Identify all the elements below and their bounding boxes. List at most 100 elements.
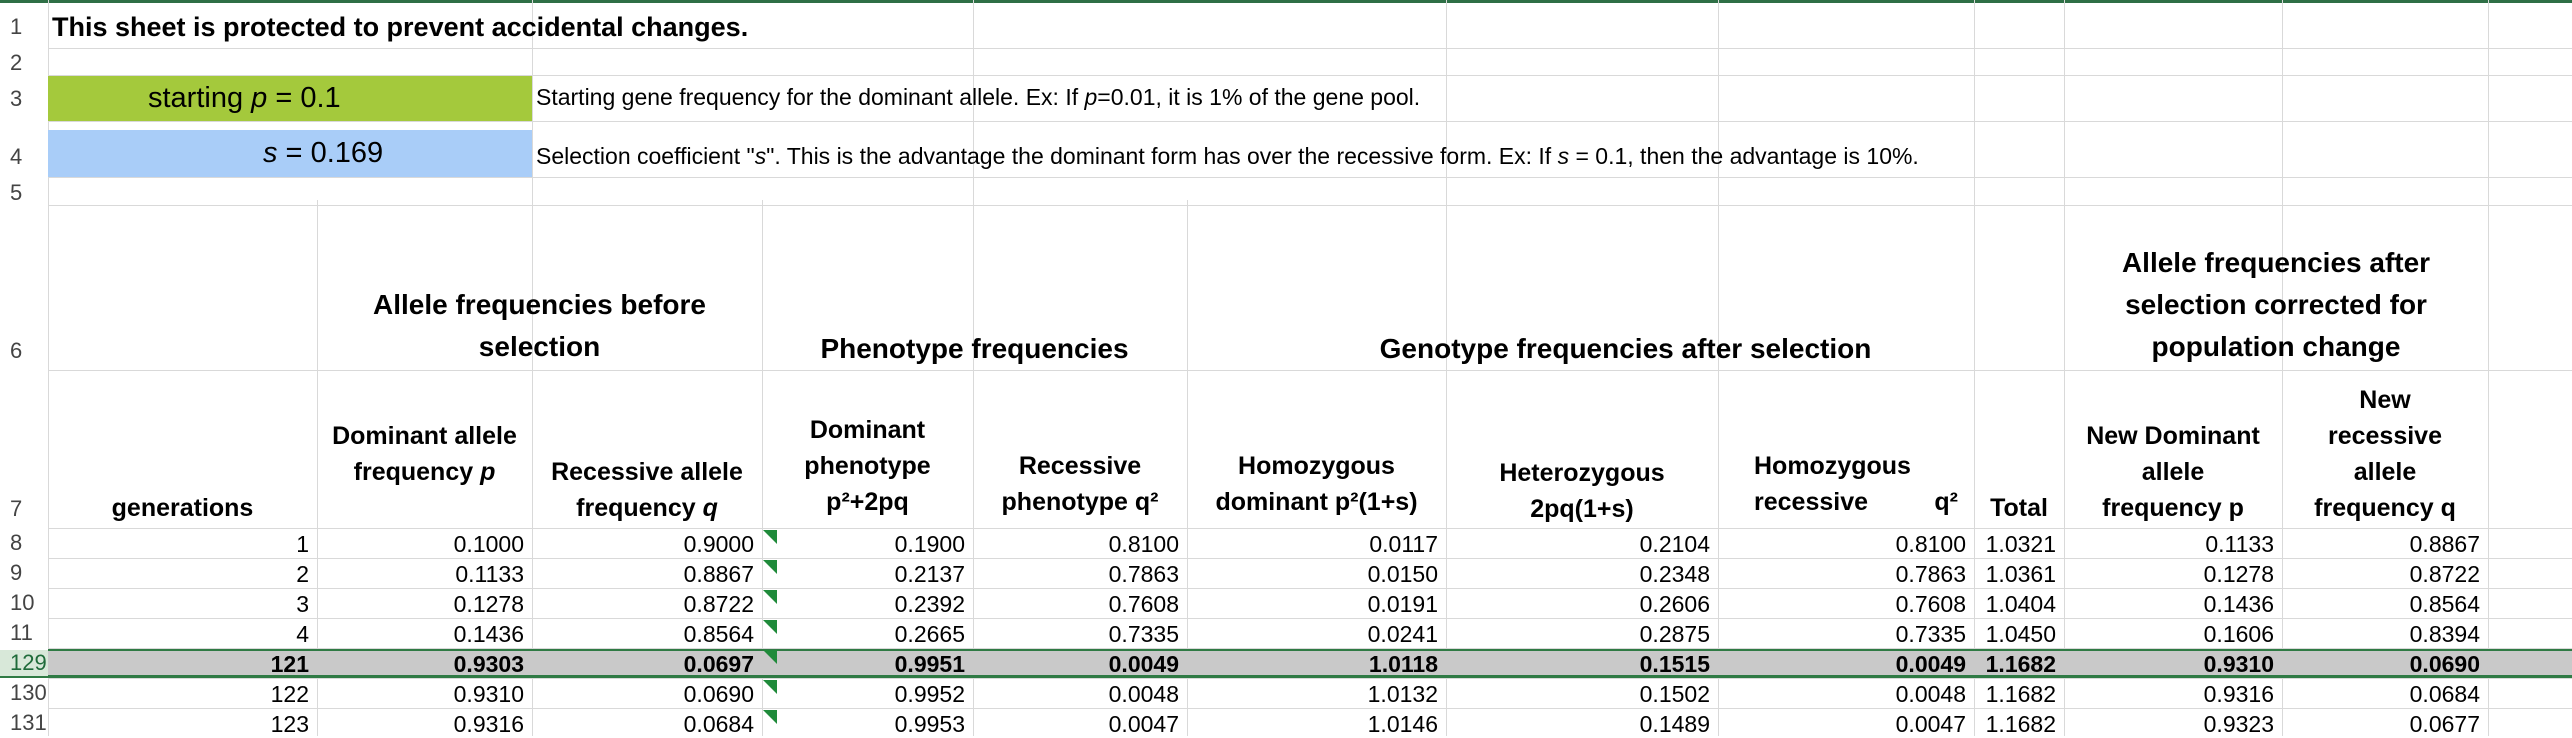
generation-cell[interactable]: 3 [296,591,309,617]
starting-p-cell[interactable]: starting p = 0.1 [48,76,532,121]
row-header[interactable]: 9 [10,560,23,585]
generation-cell[interactable]: 121 [270,651,309,677]
value-cell[interactable]: 0.2665 [894,621,965,647]
value-cell[interactable]: 1.0361 [1985,561,2056,587]
value-cell[interactable]: 1.0404 [1985,591,2056,617]
col-header-heterozygous[interactable]: Heterozygous 2pq(1+s) [1446,455,1718,527]
col-header-new-recessive[interactable]: New recessive allele frequency q [2282,382,2488,526]
row-header[interactable]: 130 [10,680,47,705]
s-description[interactable]: Selection coefficient "s". This is the a… [536,143,1919,170]
value-cell[interactable]: 0.9316 [2203,681,2274,707]
value-cell[interactable]: 1.0450 [1985,621,2056,647]
row-header[interactable]: 131 [10,710,47,735]
value-cell[interactable]: 0.1900 [894,531,965,557]
value-cell[interactable]: 0.8564 [2409,591,2480,617]
col-header-dominant-freq[interactable]: Dominant allele frequency p [317,418,532,490]
value-cell[interactable]: 0.8722 [683,591,754,617]
row-header[interactable]: 5 [10,180,23,205]
row-header[interactable]: 7 [10,496,23,521]
value-cell[interactable]: 0.1515 [1639,651,1710,677]
generation-cell[interactable]: 122 [270,681,309,707]
value-cell[interactable]: 0.9310 [453,681,524,707]
value-cell[interactable]: 0.1278 [2203,561,2274,587]
value-cell[interactable]: 0.9000 [683,531,754,557]
col-header-homozygous-dominant[interactable]: Homozygous dominant p²(1+s) [1187,448,1446,520]
cell-warning-indicator[interactable] [763,590,777,604]
value-cell[interactable]: 0.0684 [2409,681,2480,707]
value-cell[interactable]: 0.2875 [1639,621,1710,647]
value-cell[interactable]: 0.0048 [1895,681,1966,707]
value-cell[interactable]: 0.9951 [894,651,965,677]
value-cell[interactable]: 0.1489 [1639,711,1710,737]
row-header[interactable]: 3 [10,86,23,111]
value-cell[interactable]: 0.0684 [683,711,754,737]
generation-cell[interactable]: 2 [296,561,309,587]
value-cell[interactable]: 0.0048 [1108,681,1179,707]
col-header-homozygous-recessive[interactable]: Homozygous recessive q² [1718,448,1974,520]
value-cell[interactable]: 0.8867 [2409,531,2480,557]
value-cell[interactable]: 0.2348 [1639,561,1710,587]
sheet-title[interactable]: This sheet is protected to prevent accid… [52,12,749,42]
value-cell[interactable]: 0.2606 [1639,591,1710,617]
value-cell[interactable]: 0.8394 [2409,621,2480,647]
section-header-genotype[interactable]: Genotype frequencies after selection [1379,333,1872,364]
value-cell[interactable]: 0.2137 [894,561,965,587]
section-header-phenotype[interactable]: Phenotype frequencies [820,333,1129,364]
col-header-dominant-phenotype[interactable]: Dominant phenotype p²+2pq [762,412,973,520]
cell-warning-indicator[interactable] [763,560,777,574]
row-header[interactable]: 1 [10,14,23,39]
value-cell[interactable]: 0.8564 [683,621,754,647]
value-cell[interactable]: 0.7335 [1895,621,1966,647]
row-header-selected[interactable]: 129 [0,650,48,678]
value-cell[interactable]: 0.8100 [1895,531,1966,557]
starting-p-description[interactable]: Starting gene frequency for the dominant… [536,84,1420,111]
value-cell[interactable]: 0.9316 [453,711,524,737]
value-cell[interactable]: 0.7863 [1108,561,1179,587]
value-cell[interactable]: 0.9310 [2203,651,2274,677]
value-cell[interactable]: 0.1436 [2203,591,2274,617]
value-cell[interactable]: 0.2104 [1639,531,1710,557]
value-cell[interactable]: 0.0697 [683,651,754,677]
value-cell[interactable]: 0.1133 [455,561,524,587]
row-header[interactable]: 6 [10,338,23,363]
value-cell[interactable]: 1.0118 [1368,651,1438,677]
value-cell[interactable]: 1.0321 [1985,531,2056,557]
row-header[interactable]: 10 [10,590,35,615]
value-cell[interactable]: 0.0677 [2409,711,2480,737]
value-cell[interactable]: 1.1682 [1985,681,2056,707]
value-cell[interactable]: 0.8722 [2409,561,2480,587]
value-cell[interactable]: 0.1606 [2203,621,2274,647]
value-cell[interactable]: 0.9952 [894,681,965,707]
col-header-recessive-freq[interactable]: Recessive allele frequency q [532,454,762,526]
value-cell[interactable]: 0.1278 [453,591,524,617]
cell-warning-indicator[interactable] [763,620,777,634]
value-cell[interactable]: 0.0117 [1369,531,1438,557]
cell-warning-indicator[interactable] [763,650,777,664]
generation-cell[interactable]: 4 [296,621,309,647]
value-cell[interactable]: 0.9323 [2203,711,2274,737]
row-header[interactable]: 8 [10,530,23,555]
cell-warning-indicator[interactable] [763,680,777,694]
selection-coefficient-cell[interactable]: s = 0.169 [48,130,532,177]
value-cell[interactable]: 0.0690 [2409,651,2480,677]
value-cell[interactable]: 0.0047 [1895,711,1966,737]
generation-cell[interactable]: 123 [270,711,309,737]
section-header-after[interactable]: Allele frequencies after selection corre… [2121,247,2431,362]
cell-warning-indicator[interactable] [763,710,777,724]
value-cell[interactable]: 1.1682 [1985,711,2056,737]
generation-cell[interactable]: 1 [296,531,309,557]
col-header-total[interactable]: Total [1990,494,2048,522]
value-cell[interactable]: 1.0132 [1367,681,1438,707]
value-cell[interactable]: 1.1682 [1985,651,2056,677]
value-cell[interactable]: 0.0150 [1367,561,1438,587]
value-cell[interactable]: 0.8867 [683,561,754,587]
col-header-new-dominant[interactable]: New Dominant allele frequency p [2064,418,2282,526]
value-cell[interactable]: 0.1502 [1639,681,1710,707]
section-header-before[interactable]: Allele frequencies before selection [372,289,706,362]
value-cell[interactable]: 0.0241 [1367,621,1438,647]
row-header[interactable]: 11 [10,620,33,645]
value-cell[interactable]: 0.7608 [1108,591,1179,617]
col-header-generations[interactable]: generations [111,494,254,522]
row-header[interactable]: 4 [10,144,23,169]
value-cell[interactable]: 0.7608 [1895,591,1966,617]
